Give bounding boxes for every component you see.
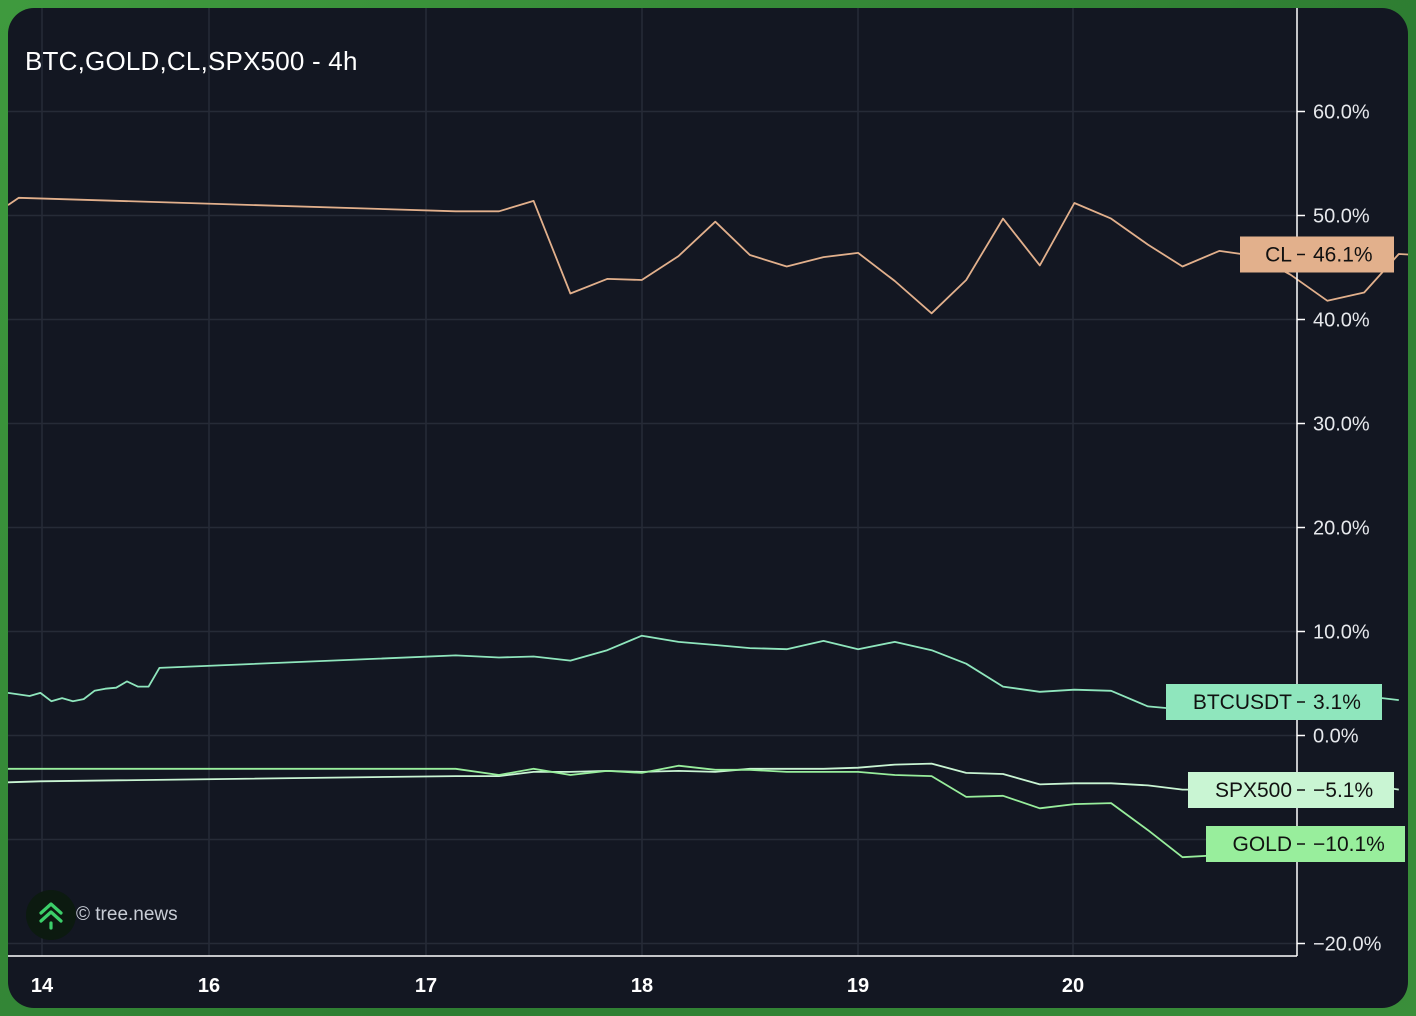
x-tick-label: 20 [1062,975,1084,997]
chart-canvas[interactable]: 60.0% 50.0% 40.0% 30.0% 20.0% 10.0% 0.0% −20.0%… [8,8,1408,1008]
series-value-label: −5.1% [1313,779,1373,802]
tree-logo-icon [26,890,76,940]
chart-title: BTC,GOLD,CL,SPX500 - 4h [25,46,358,76]
watermark: © tree.news [26,890,178,940]
series-value-label: 3.1% [1313,691,1361,714]
watermark-text: © tree.news [76,904,178,925]
series-line-btcusdt [8,634,1399,719]
series-name-label: GOLD [1232,833,1292,856]
x-tick-label: 18 [631,975,653,997]
series-value-box-spx500 [1297,772,1394,808]
series-name-box-gold [1206,826,1297,862]
series-name-box-spx500 [1188,772,1297,808]
x-tick-label: 16 [198,975,220,997]
y-tick-label: −20.0% [1313,934,1382,956]
y-tick-label: 0.0% [1313,726,1359,748]
y-tick-label: 30.0% [1313,414,1370,436]
series-value-box-btcusdt [1297,684,1382,720]
chart-frame: 60.0% 50.0% 40.0% 30.0% 20.0% 10.0% 0.0% −20.0%… [8,8,1408,1008]
series-name-label: SPX500 [1215,779,1292,802]
series-value-box-cl [1297,236,1394,273]
series-name-box-cl [1240,236,1297,273]
y-tick-label: 10.0% [1313,622,1370,644]
series-name-label: CL [1265,244,1292,267]
y-tick-label: 50.0% [1313,206,1370,228]
x-tick-label: 17 [415,975,437,997]
series-value-box-gold [1297,826,1405,862]
series-value-label: 46.1% [1313,244,1373,267]
y-tick-label: 40.0% [1313,310,1370,332]
series-name-label: BTCUSDT [1193,691,1292,714]
x-tick-label: 19 [847,975,869,997]
series-value-label: −10.1% [1313,833,1385,856]
x-tick-label: 14 [31,975,54,997]
y-tick-label: 20.0% [1313,518,1370,540]
series-name-box-btcusdt [1166,684,1297,720]
y-tick-label: 60.0% [1313,102,1370,124]
